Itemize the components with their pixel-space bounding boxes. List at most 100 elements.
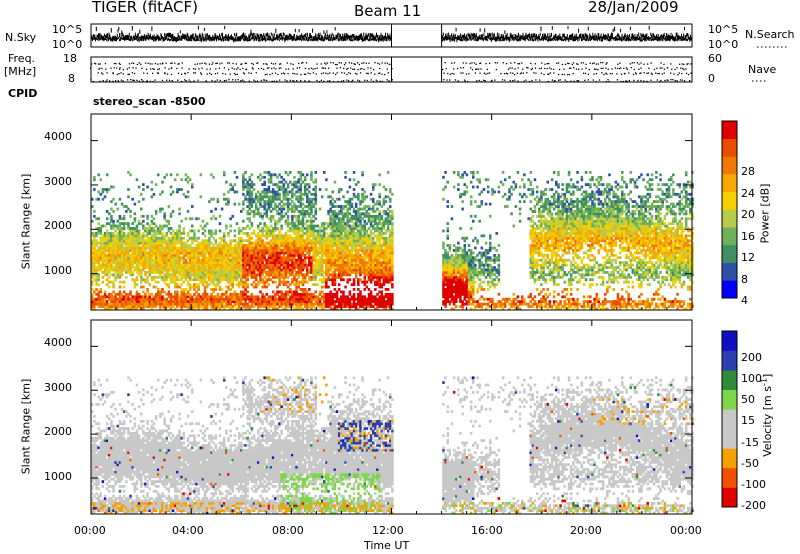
freq-point	[187, 72, 189, 74]
freq-point	[308, 80, 310, 82]
power-cell	[250, 183, 254, 187]
power-cell	[103, 268, 107, 272]
power-cell	[191, 268, 194, 272]
power-cell	[310, 171, 313, 174]
freq-point	[605, 63, 607, 65]
power-cell	[178, 239, 181, 243]
power-cell	[301, 251, 305, 255]
power-cell	[286, 275, 290, 279]
power-cell	[280, 227, 283, 230]
power-cell	[178, 266, 181, 269]
freq-point	[643, 63, 645, 65]
power-cell	[205, 271, 209, 274]
power-cell	[122, 224, 126, 228]
power-cell	[135, 256, 139, 260]
freq-point	[444, 62, 446, 64]
power-cell	[103, 224, 107, 228]
power-cell	[110, 302, 113, 306]
freq-point	[375, 79, 377, 81]
power-cell	[135, 307, 139, 311]
power-cell	[167, 249, 171, 252]
power-cell	[182, 300, 186, 304]
power-cell	[210, 197, 213, 201]
power-cell	[169, 302, 173, 306]
power-cell	[161, 297, 164, 301]
power-cell	[218, 288, 222, 291]
power-cell	[137, 300, 141, 304]
power-cell	[223, 258, 226, 262]
power-cell	[108, 280, 111, 284]
freq-point	[687, 63, 689, 65]
power-cell	[325, 232, 328, 235]
power-cell	[225, 227, 228, 230]
freq-point	[263, 79, 265, 81]
power-cell	[159, 258, 162, 262]
power-cell	[95, 258, 98, 262]
power-cb-tick-12: 12	[741, 251, 755, 264]
power-cell	[174, 273, 177, 277]
power-cell	[208, 251, 211, 255]
power-cell	[91, 253, 94, 257]
power-cell	[191, 249, 194, 252]
freq-point	[325, 72, 327, 74]
power-cell	[148, 273, 152, 277]
power-cell	[250, 224, 254, 228]
power-cell	[122, 217, 126, 221]
power-cell	[229, 249, 232, 252]
power-cell	[246, 185, 249, 189]
power-cell	[191, 266, 194, 269]
power-cell	[137, 249, 141, 252]
power-cell	[105, 271, 109, 274]
power-cell	[120, 202, 124, 206]
power-cell	[193, 268, 196, 272]
freq-point	[561, 63, 563, 66]
power-cell	[95, 249, 98, 252]
freq-point	[200, 73, 203, 75]
power-cell	[169, 236, 173, 240]
freq-point	[681, 72, 683, 75]
power-cell	[120, 229, 124, 233]
freq-point	[214, 73, 217, 75]
power-cell	[112, 295, 115, 299]
power-cell	[152, 300, 156, 304]
power-cell	[129, 266, 132, 269]
power-cell	[193, 271, 196, 274]
power-cell	[237, 239, 241, 243]
power-cell	[231, 256, 235, 260]
power-cell	[174, 249, 177, 252]
power-cell	[118, 280, 122, 284]
power-cell	[157, 290, 160, 294]
power-cell	[186, 210, 190, 213]
power-cell	[120, 217, 124, 221]
power-cell	[161, 266, 164, 269]
power-cell	[297, 275, 301, 279]
freq-point	[384, 73, 386, 76]
freq-point	[127, 79, 129, 81]
freq-point	[572, 62, 575, 64]
power-cell	[193, 288, 196, 291]
power-cell	[99, 229, 103, 233]
power-cell	[167, 305, 171, 308]
power-cell	[265, 285, 269, 289]
power-cell	[114, 241, 117, 245]
power-cell	[205, 256, 209, 260]
power-cell	[274, 173, 277, 177]
power-cell	[125, 236, 128, 240]
power-cell	[252, 183, 256, 187]
power-cell	[212, 263, 215, 267]
power-cell	[159, 297, 162, 301]
power-cell	[182, 192, 186, 196]
power-cell	[93, 214, 96, 218]
power-cell	[148, 261, 152, 265]
freq-point	[623, 67, 625, 70]
power-cell	[246, 256, 249, 260]
freq-point	[133, 62, 135, 64]
power-cell	[195, 300, 198, 304]
freq-point	[225, 79, 227, 81]
power-cell	[105, 244, 109, 247]
power-cell	[174, 241, 177, 245]
power-cell	[244, 232, 247, 235]
power-cell	[210, 278, 213, 282]
velocity-cb-tick-m100: -100	[741, 478, 766, 491]
power-cell	[193, 297, 196, 301]
